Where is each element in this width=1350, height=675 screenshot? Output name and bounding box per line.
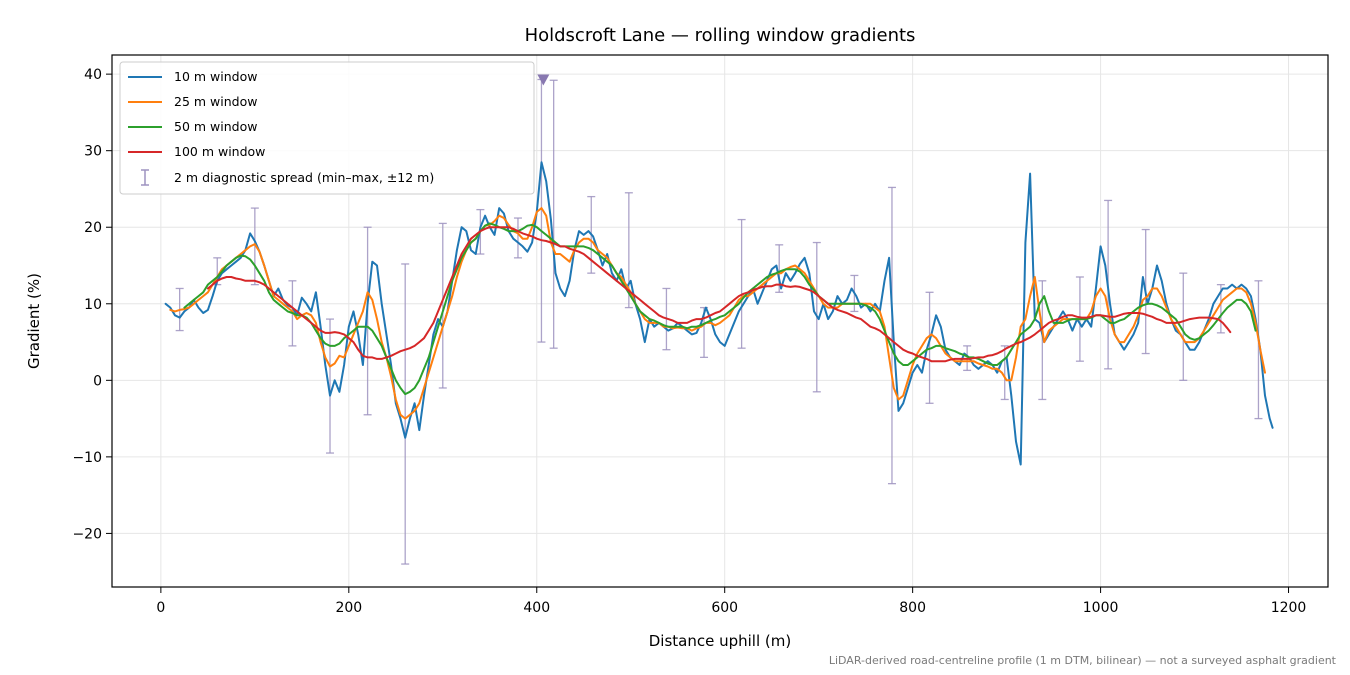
x-axis-title: Distance uphill (m): [649, 632, 791, 650]
x-tick-label: 800: [899, 600, 926, 616]
error-bar: [887, 186, 896, 485]
x-tick-label: 200: [335, 600, 362, 616]
error-bar: [363, 226, 372, 416]
peak-marker-layer: [537, 74, 550, 86]
error-bar: [401, 263, 410, 565]
legend-swatch-error-bar: [141, 169, 149, 186]
series-line-0: [164, 161, 1274, 466]
series-lines: [164, 161, 1274, 466]
plot-frame: [111, 54, 1329, 588]
legend-label-error-bar: 2 m diagnostic spread (min–max, ±12 m): [174, 170, 434, 185]
peak-marker: [537, 74, 550, 86]
error-bar: [737, 218, 746, 349]
x-tick-label: 600: [711, 600, 738, 616]
chart-title: Holdscroft Lane — rolling window gradien…: [525, 25, 916, 46]
x-axis-ticks: 0 200 400 600 800 1000 1200: [156, 587, 1306, 616]
legend-label-25m: 25 m window: [174, 94, 257, 109]
error-bar: [438, 222, 447, 389]
y-tick-label: 10: [84, 297, 102, 313]
legend-box: [119, 61, 535, 195]
y-tick-label: 30: [84, 144, 102, 160]
y-tick-label: −20: [72, 526, 102, 542]
y-axis-ticks: −20 −10 0 10 20 30 40: [72, 67, 112, 542]
legend-label-100m: 100 m window: [174, 144, 265, 159]
legend-label-50m: 50 m window: [174, 119, 257, 134]
legend: 10 m window 25 m window 50 m window 100 …: [119, 61, 535, 195]
error-bar: [1254, 280, 1263, 420]
series-line-3: [206, 226, 1232, 363]
x-tick-label: 0: [156, 600, 165, 616]
y-tick-label: 0: [93, 373, 102, 389]
x-tick-label: 1000: [1083, 600, 1119, 616]
error-bar: [326, 318, 335, 454]
y-axis-title: Gradient (%): [25, 273, 43, 369]
y-tick-label: 20: [84, 220, 102, 236]
error-bar: [1000, 345, 1009, 401]
error-bar: [549, 79, 558, 349]
footnote: LiDAR-derived road-centreline profile (1…: [829, 654, 1337, 667]
error-bar: [1179, 272, 1188, 381]
x-tick-label: 400: [523, 600, 550, 616]
series-line-2: [183, 222, 1257, 396]
error-bar: [250, 207, 259, 286]
x-tick-label: 1200: [1271, 600, 1307, 616]
legend-label-10m: 10 m window: [174, 69, 257, 84]
error-bar: [513, 217, 522, 259]
y-tick-label: −10: [72, 450, 102, 466]
y-tick-label: 40: [84, 67, 102, 83]
